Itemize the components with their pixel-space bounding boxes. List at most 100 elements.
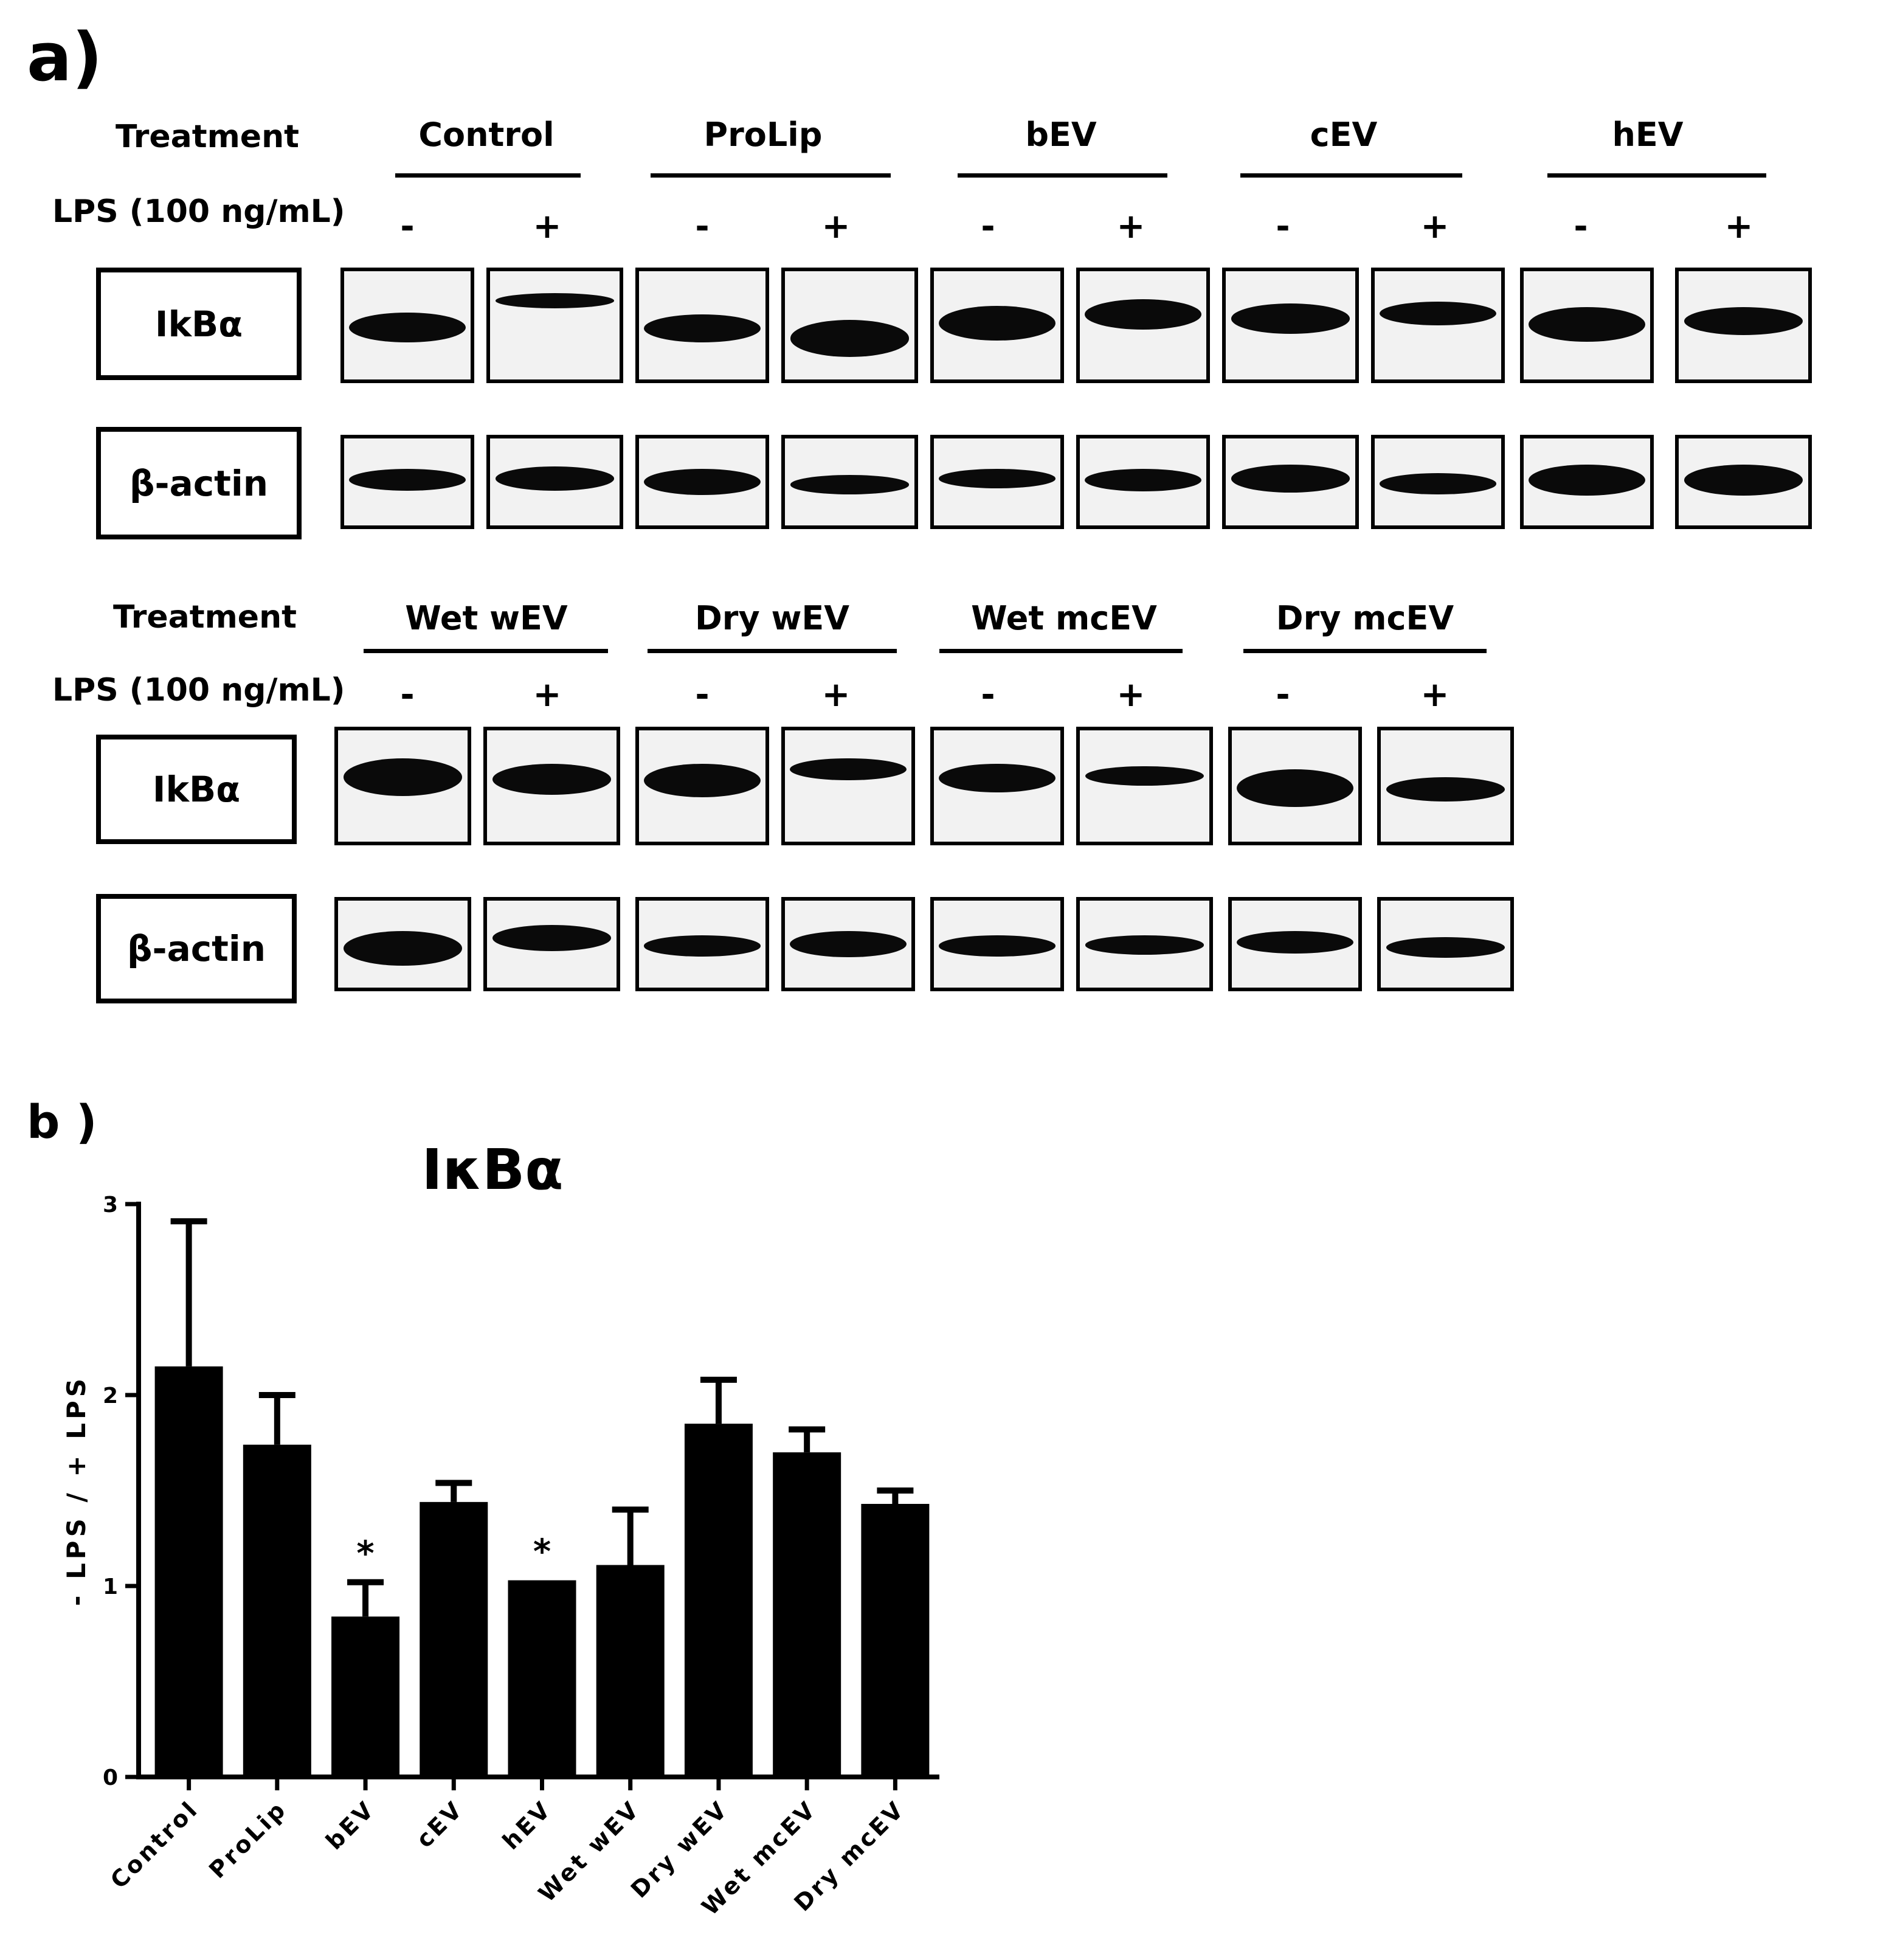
bar xyxy=(773,1452,841,1777)
top-lps-minus: - xyxy=(695,207,710,246)
bottom-band-ikba xyxy=(1237,769,1353,808)
bottom-band-ikba xyxy=(492,763,612,795)
x-tick-label: bEV xyxy=(320,1795,380,1855)
top-lps-plus: + xyxy=(1724,207,1753,246)
top-group-underline xyxy=(958,173,1167,178)
bottom-blot-ikba xyxy=(781,727,915,845)
bottom-blot-ikba xyxy=(635,727,769,845)
treatment-label-top: Treatment xyxy=(116,119,299,155)
top-blot-actin xyxy=(340,435,474,529)
y-tick-label: 0 xyxy=(103,1765,118,1790)
bottom-group-underline xyxy=(1243,649,1487,653)
top-band-ikba xyxy=(1231,303,1350,334)
top-band-actin xyxy=(1529,464,1645,496)
bottom-band-actin xyxy=(790,931,907,957)
top-band-actin xyxy=(349,469,466,491)
y-tick-label: 2 xyxy=(103,1383,118,1408)
top-blot-actin xyxy=(930,435,1064,529)
top-blot-actin xyxy=(1371,435,1505,529)
bottom-lps-plus: + xyxy=(1116,675,1145,715)
bar xyxy=(861,1503,930,1777)
top-blot-ikba xyxy=(486,268,623,383)
top-lps-plus: + xyxy=(1116,207,1145,246)
top-blot-actin xyxy=(1076,435,1210,529)
bar xyxy=(420,1501,488,1777)
top-band-actin xyxy=(495,466,615,491)
bottom-band-actin xyxy=(1386,937,1505,958)
top-group-label: hEV xyxy=(1612,116,1684,154)
bottom-blot-actin xyxy=(635,897,769,991)
top-lps-plus: + xyxy=(1420,207,1449,246)
top-band-ikba xyxy=(1380,301,1496,325)
bottom-group-label: Wet mcEV xyxy=(971,599,1157,637)
bar xyxy=(154,1366,223,1777)
bottom-blot-ikba xyxy=(1228,727,1362,845)
row-label-ikba-top: IkBα xyxy=(96,268,302,380)
top-band-actin xyxy=(1231,464,1350,493)
panel-a-letter: a) xyxy=(27,18,103,96)
top-blot-actin xyxy=(486,435,623,529)
bottom-group-underline xyxy=(939,649,1183,653)
bottom-blot-ikba xyxy=(1076,727,1213,845)
bottom-lps-minus: - xyxy=(695,675,710,715)
top-group-underline xyxy=(651,173,891,178)
bottom-group-label: Dry wEV xyxy=(694,599,850,637)
top-group-label: bEV xyxy=(1025,116,1097,154)
bottom-lps-minus: - xyxy=(981,675,995,715)
significance-marker: * xyxy=(356,1534,374,1574)
top-blot-ikba xyxy=(1675,268,1812,383)
bottom-blot-ikba xyxy=(334,727,471,845)
bottom-group-underline xyxy=(648,649,897,653)
top-band-actin xyxy=(1684,464,1803,496)
top-blot-ikba xyxy=(1520,268,1654,383)
x-tick-label: hEV xyxy=(497,1795,557,1855)
top-lps-minus: - xyxy=(1276,207,1290,246)
top-group-underline xyxy=(1240,173,1462,178)
x-tick-label: ProLip xyxy=(204,1795,292,1883)
top-lps-minus: - xyxy=(981,207,995,246)
bottom-band-actin xyxy=(939,935,1056,957)
top-blot-ikba xyxy=(340,268,474,383)
top-group-label: cEV xyxy=(1310,116,1378,154)
bottom-lps-plus: + xyxy=(533,675,562,715)
bottom-group-underline xyxy=(364,649,608,653)
bottom-band-ikba xyxy=(1085,766,1204,786)
bottom-band-ikba xyxy=(939,763,1056,793)
bar xyxy=(684,1424,753,1777)
bottom-band-actin xyxy=(1237,931,1353,954)
significance-marker: * xyxy=(533,1532,551,1572)
bottom-band-actin xyxy=(343,931,463,966)
bottom-blot-actin xyxy=(1076,897,1213,991)
top-band-actin xyxy=(939,469,1056,488)
bar xyxy=(331,1616,400,1777)
y-tick-label: 3 xyxy=(103,1193,118,1217)
top-blot-actin xyxy=(1520,435,1654,529)
bottom-blot-actin xyxy=(334,897,471,991)
bottom-blot-actin xyxy=(483,897,620,991)
top-lps-plus: + xyxy=(533,207,562,246)
bar xyxy=(596,1565,665,1777)
lps-label-bottom: LPS (100 ng/mL) xyxy=(52,672,345,708)
row-label-actin-bottom: β-actin xyxy=(96,894,297,1003)
y-axis-label: - LPS / + LPS xyxy=(61,1375,91,1606)
bottom-blot-ikba xyxy=(483,727,620,845)
top-band-ikba xyxy=(644,314,761,343)
bottom-band-ikba xyxy=(644,763,761,797)
bottom-lps-minus: - xyxy=(400,675,415,715)
top-group-underline xyxy=(1547,173,1766,178)
top-band-ikba xyxy=(1529,306,1645,342)
bottom-band-ikba xyxy=(343,758,463,796)
top-lps-minus: - xyxy=(400,207,415,246)
bottom-blot-actin xyxy=(1228,897,1362,991)
bottom-blot-actin xyxy=(781,897,915,991)
x-tick-label: cEV xyxy=(411,1795,469,1853)
top-blot-ikba xyxy=(1222,268,1359,383)
top-lps-minus: - xyxy=(1574,207,1588,246)
top-band-ikba xyxy=(1085,299,1201,330)
top-band-ikba xyxy=(495,293,615,308)
bottom-group-label: Dry mcEV xyxy=(1276,599,1454,637)
top-blot-ikba xyxy=(930,268,1064,383)
bottom-blot-ikba xyxy=(1377,727,1514,845)
bar xyxy=(508,1580,576,1777)
top-blot-actin xyxy=(1675,435,1812,529)
